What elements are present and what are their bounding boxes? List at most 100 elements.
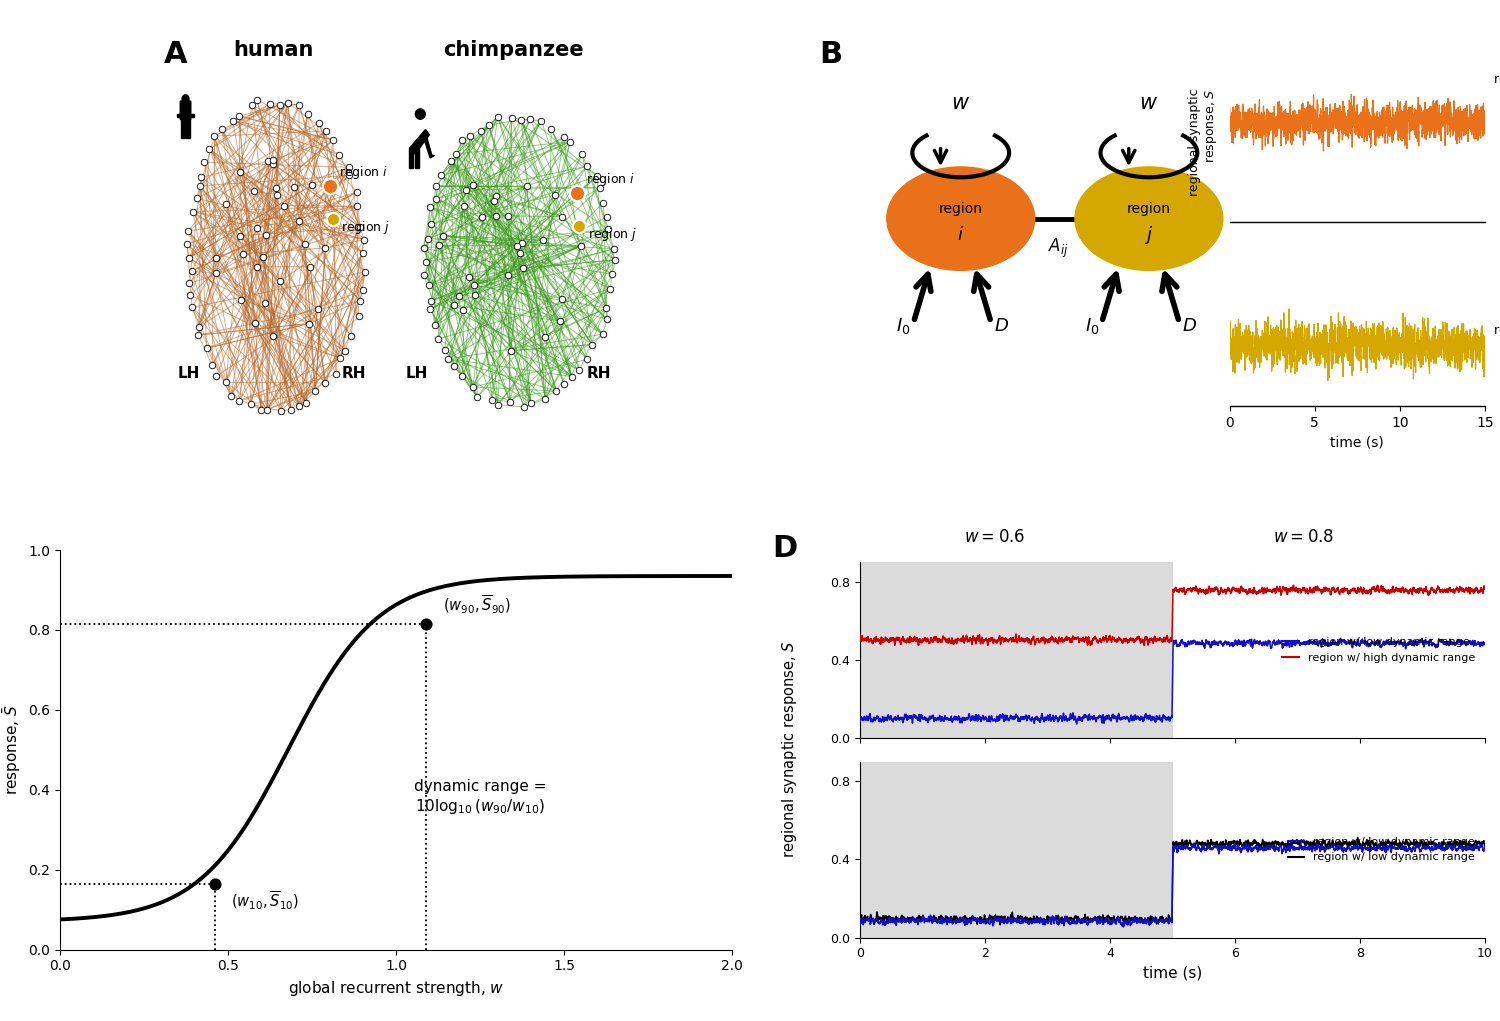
Point — [268, 96, 292, 112]
Text: region $j$: region $j$ — [588, 226, 638, 243]
Point — [470, 123, 494, 139]
Point — [219, 387, 243, 403]
Point — [314, 123, 338, 139]
Text: $w$: $w$ — [1140, 93, 1158, 113]
Point — [210, 121, 234, 138]
Point — [594, 300, 618, 317]
Point — [261, 152, 285, 168]
Text: region $i$: region $i$ — [339, 164, 388, 181]
Point — [429, 167, 453, 184]
Point — [530, 112, 554, 129]
Point — [324, 367, 348, 383]
Point — [603, 252, 627, 269]
Text: chimpanzee: chimpanzee — [444, 40, 584, 60]
Point — [576, 158, 600, 175]
Point — [294, 395, 318, 411]
Point — [585, 167, 609, 184]
FancyBboxPatch shape — [186, 117, 190, 139]
Point — [414, 254, 438, 271]
Text: $(w_{10}, \overline{S}_{10})$: $(w_{10}, \overline{S}_{10})$ — [231, 889, 300, 912]
FancyBboxPatch shape — [180, 101, 190, 119]
Text: regional synaptic response, $S$: regional synaptic response, $S$ — [780, 641, 800, 859]
Point — [470, 209, 494, 226]
Point — [192, 154, 216, 171]
Ellipse shape — [886, 167, 1035, 271]
Point — [482, 193, 506, 209]
Point — [510, 111, 534, 128]
Point — [184, 190, 209, 206]
Point — [314, 240, 338, 256]
Point — [540, 121, 564, 138]
Point — [176, 236, 200, 252]
Point — [423, 178, 447, 194]
Point — [543, 187, 567, 203]
Point — [345, 184, 369, 200]
Text: regional synaptic
response, $S$: regional synaptic response, $S$ — [1188, 89, 1219, 196]
Point — [486, 396, 510, 412]
Point — [244, 92, 268, 108]
Point — [427, 237, 451, 253]
Point — [321, 210, 345, 227]
Point — [296, 105, 320, 121]
Point — [465, 389, 489, 405]
Text: $D$: $D$ — [993, 318, 1008, 336]
Point — [351, 245, 375, 261]
Point — [602, 241, 625, 257]
Point — [314, 375, 338, 391]
Point — [552, 129, 576, 145]
Point — [519, 111, 543, 128]
Point — [514, 178, 538, 194]
Point — [480, 392, 504, 408]
Text: D: D — [772, 534, 798, 563]
Text: $A_{ij}$: $A_{ij}$ — [1048, 237, 1068, 259]
Point — [597, 222, 621, 238]
Point — [352, 232, 376, 248]
Point — [348, 293, 372, 309]
Point — [244, 220, 268, 236]
Point — [238, 396, 262, 412]
Point — [292, 236, 316, 252]
Text: $w = 0.8$: $w = 0.8$ — [1274, 528, 1334, 546]
Point — [252, 295, 276, 311]
Point — [596, 311, 619, 328]
Point — [180, 263, 204, 280]
Point — [510, 260, 534, 277]
Point — [552, 376, 576, 392]
Point — [411, 268, 435, 284]
Point — [462, 287, 486, 303]
Point — [276, 95, 300, 111]
Point — [416, 231, 440, 247]
Point — [450, 368, 474, 384]
Ellipse shape — [182, 95, 189, 103]
Point — [243, 314, 267, 331]
Point — [570, 146, 594, 162]
Point — [318, 178, 342, 194]
Point — [442, 297, 466, 313]
Point — [201, 357, 225, 374]
Point — [452, 301, 476, 318]
Point — [447, 288, 471, 304]
Point — [548, 313, 572, 330]
Point — [252, 249, 276, 265]
Point — [444, 146, 468, 162]
FancyBboxPatch shape — [414, 148, 420, 168]
Point — [417, 277, 441, 293]
Point — [591, 326, 615, 342]
Point — [531, 232, 555, 248]
Point — [519, 394, 543, 410]
Point — [600, 266, 624, 283]
Point — [286, 213, 310, 230]
Text: A: A — [164, 40, 188, 69]
Point — [500, 109, 523, 126]
Point — [327, 146, 351, 162]
Point — [513, 399, 537, 416]
Point — [419, 301, 442, 318]
FancyBboxPatch shape — [177, 113, 182, 116]
Ellipse shape — [416, 109, 424, 119]
Point — [436, 351, 460, 368]
Point — [544, 383, 568, 399]
Point — [279, 401, 303, 418]
Point — [438, 152, 462, 168]
Point — [282, 179, 306, 195]
Point — [306, 301, 330, 318]
